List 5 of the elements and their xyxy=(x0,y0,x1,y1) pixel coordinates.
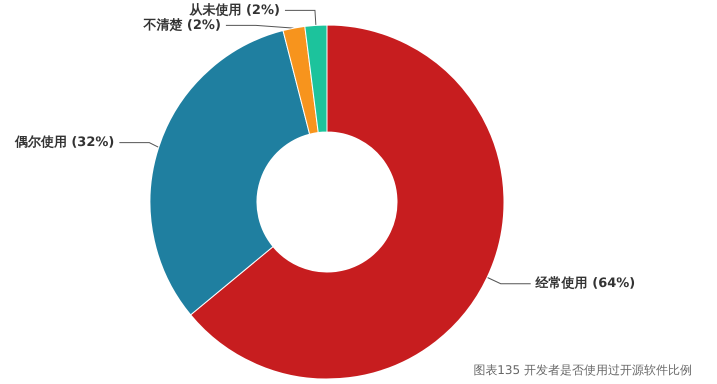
slice-label: 经常使用 (64%) xyxy=(534,276,636,292)
text: 图表135 开发者是否使用过开源软件比例 xyxy=(473,363,692,377)
slice-label: 不清楚 (2%) xyxy=(142,18,221,33)
slice-label: 从未使用 (2%) xyxy=(188,2,280,18)
slice-label: 偶尔使用 (32%) xyxy=(14,135,114,150)
